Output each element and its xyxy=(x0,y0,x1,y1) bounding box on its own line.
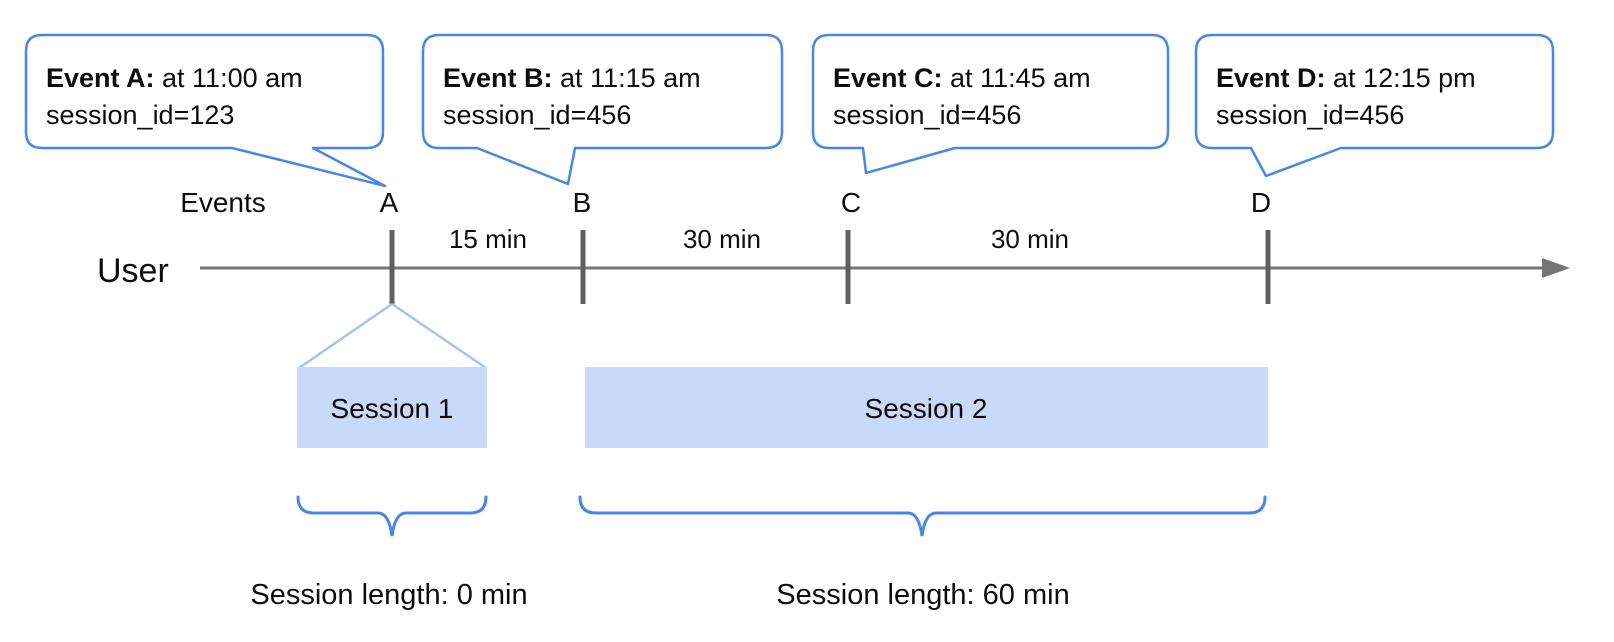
interval-a-b-label: 15 min xyxy=(449,224,527,254)
user-row-label: User xyxy=(97,252,169,290)
session-2-length-label: Session length: 60 min xyxy=(776,579,1069,611)
event-a-callout-line1: Event A: at 11:00 am xyxy=(46,63,303,93)
interval-c-d-label: 30 min xyxy=(991,224,1069,254)
event-mark-a: A xyxy=(380,187,399,218)
session-1-bar xyxy=(297,367,487,448)
timeline-arrowhead-icon xyxy=(1542,258,1570,278)
session-1-label: Session 1 xyxy=(331,393,454,424)
session-2-label: Session 2 xyxy=(865,393,988,424)
event-a-callout-title: Event A: xyxy=(46,63,155,93)
event-b-callout-title: Event B: xyxy=(443,63,553,93)
event-c-callout-session-id: session_id=456 xyxy=(833,100,1021,130)
session-1-length-label: Session length: 0 min xyxy=(250,579,527,611)
event-d-callout-line1: Event D: at 12:15 pm xyxy=(1216,63,1476,93)
event-d-callout-title: Event D: xyxy=(1216,63,1326,93)
events-row-label: Events xyxy=(180,187,266,218)
event-mark-b: B xyxy=(573,187,592,218)
event-mark-c: C xyxy=(841,187,861,218)
interval-b-c-label: 30 min xyxy=(683,224,761,254)
event-mark-d: D xyxy=(1251,187,1271,218)
session-2-bar xyxy=(585,367,1268,448)
event-a-callout-time: at 11:00 am xyxy=(155,63,303,93)
event-a-callout-session-id: session_id=123 xyxy=(46,100,234,130)
event-c-callout-title: Event C: xyxy=(833,63,943,93)
event-c-callout-bubble xyxy=(811,33,1170,175)
event-b-callout-line1: Event B: at 11:15 am xyxy=(443,63,701,93)
session-2-brace xyxy=(578,495,1267,537)
event-d-callout-session-id: session_id=456 xyxy=(1216,100,1404,130)
event-c-callout-time: at 11:45 am xyxy=(943,63,1091,93)
event-b-callout-time: at 11:15 am xyxy=(553,63,701,93)
funnel-line-right xyxy=(391,302,487,370)
event-c-callout-line1: Event C: at 11:45 am xyxy=(833,63,1091,93)
event-d-callout-time: at 12:15 pm xyxy=(1326,63,1476,93)
event-b-callout-session-id: session_id=456 xyxy=(443,100,631,130)
event-a-callout-bubble xyxy=(24,33,387,188)
session-1-brace xyxy=(296,495,488,537)
funnel-line-left xyxy=(298,302,393,370)
event-d-callout-bubble xyxy=(1194,33,1555,178)
event-b-callout-bubble xyxy=(421,33,784,186)
